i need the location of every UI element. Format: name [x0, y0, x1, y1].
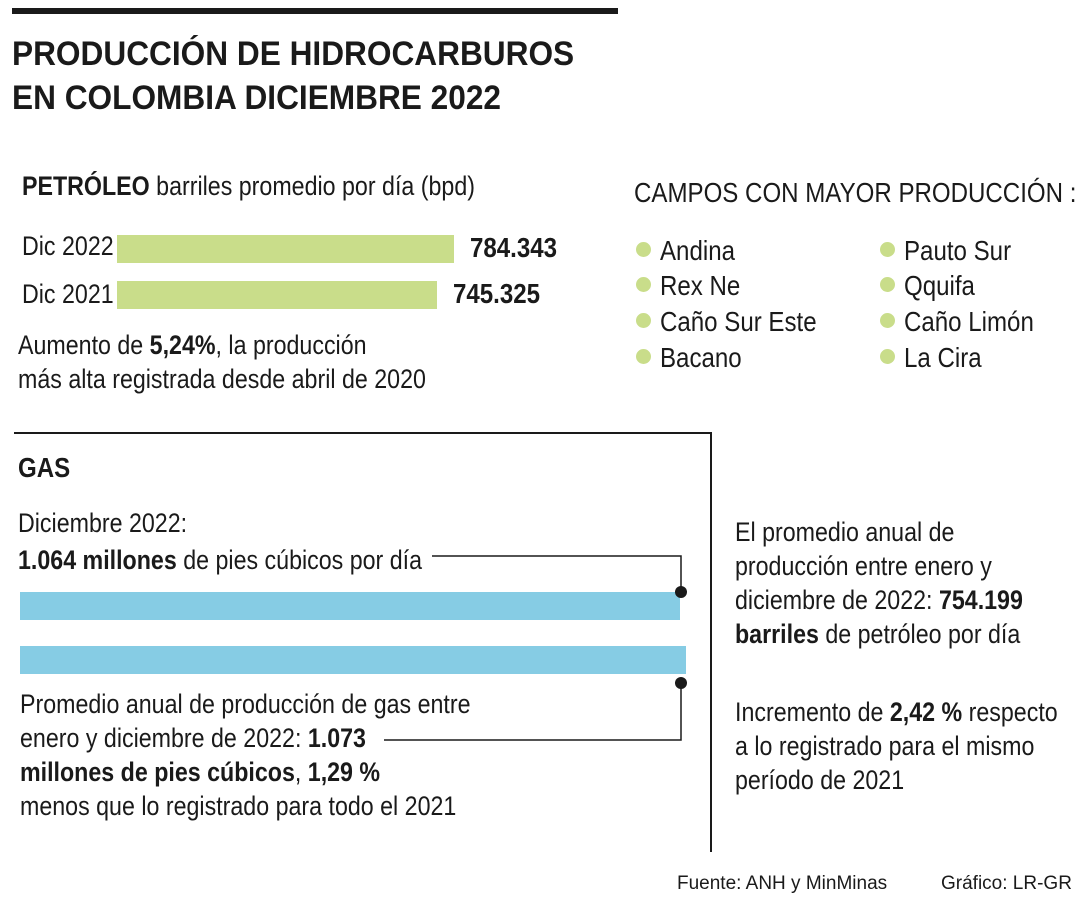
gas-average-line-2: enero y diciembre de 2022: [20, 723, 308, 753]
gas-average-marker [675, 677, 687, 689]
gas-average-line-1: Promedio anual de producción de gas entr… [20, 689, 471, 719]
oil-increase-line-3: período de 2021 [735, 765, 905, 795]
title-rule [12, 8, 618, 14]
oil-increase-rest: respecto [962, 697, 1058, 727]
bullet-dot-icon [636, 242, 651, 257]
gas-average-line-4: menos que lo registrado para todo el 202… [20, 791, 457, 821]
gas-average-separator: , [294, 757, 308, 787]
oil-heading-unit: barriles promedio por día (bpd) [149, 171, 475, 201]
gas-section-heading: GAS [18, 452, 71, 483]
oil-annual-unit: barriles [735, 619, 819, 649]
oil-annual-line-3: diciembre de 2022: [735, 585, 939, 615]
gas-december-value: 1.064 millones de pies cúbicos por día [18, 543, 422, 577]
oil-annual-line-1: El promedio anual de [735, 517, 955, 547]
oil-increase-note: Aumento de 5,24%, la producción más alta… [18, 328, 426, 396]
field-name: Bacano [660, 342, 742, 373]
field-name: Qquifa [904, 270, 975, 301]
field-name: Pauto Sur [904, 235, 1012, 266]
oil-note-line-2: más alta registrada desde abril de 2020 [18, 364, 426, 394]
oil-annual-unit-rest: de petróleo por día [818, 619, 1021, 649]
bullet-dot-icon [880, 277, 895, 292]
oil-heading-bold: PETRÓLEO [22, 171, 150, 201]
bullet-dot-icon [880, 313, 895, 328]
field-name: La Cira [904, 342, 982, 373]
chart-title-line-2: EN COLOMBIA DICIEMBRE 2022 [12, 79, 502, 117]
oil-bar-2022 [117, 235, 454, 263]
oil-increase-percent: 2,42 % [889, 697, 963, 727]
fields-heading: CAMPOS CON MAYOR PRODUCCIÓN : [634, 177, 1077, 208]
oil-section-heading: PETRÓLEO barriles promedio por día (bpd) [22, 171, 475, 202]
oil-category-label-2022: Dic 2022 [22, 231, 114, 261]
graphic-credit: Gráfico: LR-GR [941, 873, 1072, 894]
oil-note-post: , la producción [215, 330, 367, 360]
gas-decrease-percent: 1,29 % [307, 757, 381, 787]
bullet-dot-icon [880, 349, 895, 364]
bullet-dot-icon [636, 349, 651, 364]
oil-category-label-2021: Dic 2021 [22, 279, 114, 309]
oil-annual-average-note: El promedio anual de producción entre en… [735, 515, 1023, 651]
gas-box-right-border [710, 432, 712, 852]
gas-average-value: 1.073 [307, 723, 366, 753]
oil-bar-2021 [117, 281, 438, 309]
oil-value-label-2022: 784.343 [470, 232, 558, 263]
gas-bar-december-2022 [20, 592, 681, 620]
chart-title-line-1: PRODUCCIÓN DE HIDROCARBUROS [12, 35, 575, 73]
gas-bar-annual-average-2022 [20, 646, 686, 674]
gas-december-value-unit: de pies cúbicos por día [176, 545, 423, 575]
source-credit: Fuente: ANH y MinMinas [677, 873, 888, 894]
oil-increase-pre: Incremento de [735, 697, 890, 727]
field-name: Caño Sur Este [660, 306, 817, 337]
field-name: Caño Limón [904, 306, 1034, 337]
oil-increase-2021-note: Incremento de 2,42 % respecto a lo regis… [735, 695, 1058, 797]
bullet-dot-icon [880, 242, 895, 257]
gas-box-top-border [14, 432, 712, 434]
gas-december-connector [432, 555, 682, 592]
gas-average-unit: millones de pies cúbicos [20, 757, 295, 787]
oil-value-label-2021: 745.325 [453, 278, 541, 309]
field-name: Rex Ne [660, 270, 741, 301]
field-name: Andina [660, 235, 735, 266]
gas-december-label: Diciembre 2022: [18, 508, 188, 538]
bullet-dot-icon [636, 313, 651, 328]
chart-title: PRODUCCIÓN DE HIDROCARBUROS EN COLOMBIA … [12, 32, 626, 120]
oil-annual-line-2: producción entre enero y [735, 551, 992, 581]
oil-note-percent: 5,24% [149, 330, 216, 360]
gas-average-note: Promedio anual de producción de gas entr… [20, 687, 471, 823]
oil-increase-line-2: a lo registrado para el mismo [735, 731, 1035, 761]
oil-annual-value: 754.199 [938, 585, 1023, 615]
bullet-dot-icon [636, 277, 651, 292]
oil-note-pre: Aumento de [18, 330, 150, 360]
gas-december-value-bold: 1.064 millones [18, 545, 177, 575]
